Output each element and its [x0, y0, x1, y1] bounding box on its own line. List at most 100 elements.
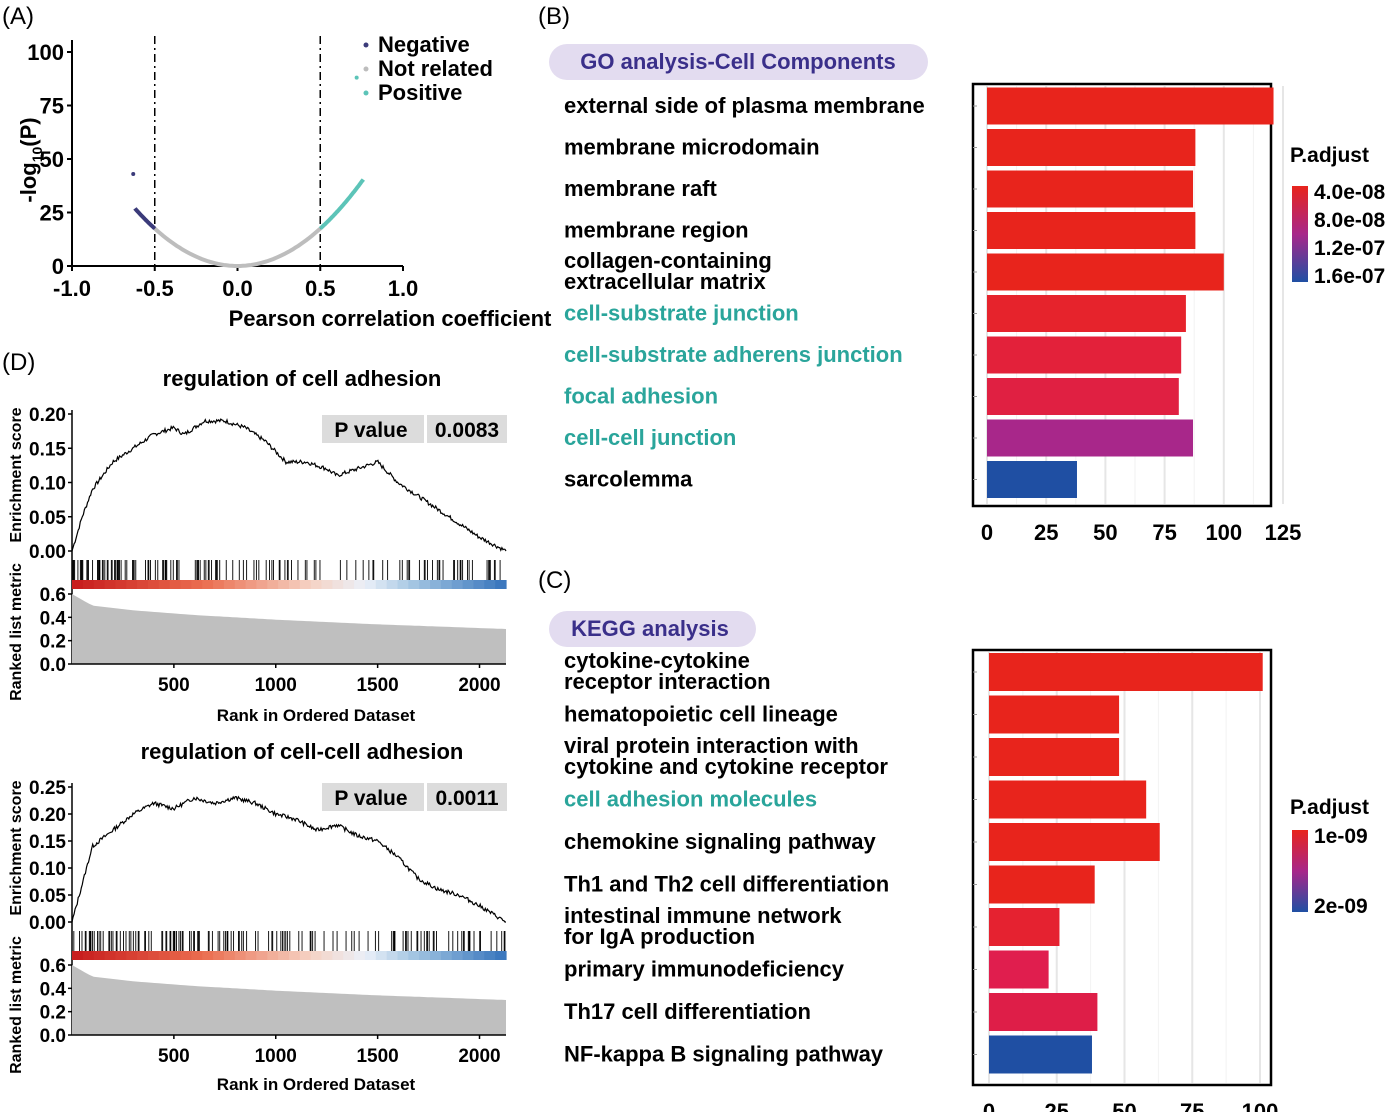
panelD2-rank-strip-cell: [202, 951, 214, 960]
panel-d2-pvalue-label: P value: [334, 787, 407, 810]
panelC-bar: [989, 993, 1098, 1031]
panelC-bar-label: NF-kappa B signaling pathway: [564, 1042, 884, 1067]
panelD1-rank-strip-cell: [93, 580, 106, 589]
panelD1-rank-strip-cell: [213, 580, 225, 589]
panelD2-rank-strip-cell: [213, 951, 225, 960]
panelD2-rank-strip-cell: [430, 951, 442, 960]
panelD1-rank-strip-cell: [82, 580, 95, 589]
panelD2-rank-strip-cell: [180, 951, 192, 960]
panelB-bar-label: sarcolemma: [564, 467, 693, 492]
panelD2-es-ytick-label: 0.00: [29, 913, 66, 934]
panelD1-xtick-label: 1000: [255, 675, 297, 696]
panelC-bar: [989, 738, 1120, 776]
panelC-bar-label-line: intestinal immune network: [564, 903, 842, 928]
panel-a-positive-points: [318, 178, 365, 231]
panel-d2-title: regulation of cell-cell adhesion: [141, 739, 464, 764]
panelD2-xtick-label: 2000: [458, 1046, 500, 1067]
panelD1-rank-ytick-label: 0.0: [40, 655, 66, 676]
panelB-colorbar-label: 4.0e-08: [1314, 181, 1386, 204]
panelC-bar-label: chemokine signaling pathway: [564, 829, 877, 854]
panelB-bar-label: membrane raft: [564, 176, 718, 201]
panel-c-kegg-bars: KEGG analysis P.adjust 0 25 50 75 100 cytokin…: [549, 611, 1369, 1112]
panelC-colorbar-label: 2e-09: [1314, 895, 1368, 918]
panelD1-rank-strip-cell: [451, 580, 464, 589]
panelD1-rank-strip-cell: [180, 580, 192, 589]
panelD2-rank-strip-cell: [462, 951, 475, 960]
panelD2-rank-strip-cell: [137, 951, 149, 960]
panelD1-rank-strip-cell: [72, 580, 84, 589]
panelD2-rank-strip-cell: [191, 951, 203, 960]
panelD1-rank-strip-cell: [364, 580, 377, 589]
panel-a-xtick-label: 0.5: [305, 276, 336, 301]
panelD1-es-ytick-label: 0.20: [29, 405, 66, 426]
panelC-bar: [989, 653, 1263, 691]
panelB-colorbar-label: 8.0e-08: [1314, 209, 1386, 232]
panelC-xtick-label: 25: [1045, 1099, 1069, 1112]
panelD1-rank-strip-cell: [375, 580, 388, 589]
panelD1-rank-strip-cell: [223, 580, 236, 589]
panelD1-rank-strip-cell: [419, 580, 431, 589]
panelB-bar-label-line: collagen-containing: [564, 248, 772, 273]
panelC-xtick-label: 100: [1242, 1099, 1279, 1112]
panelD1-rank-strip-cell: [343, 580, 355, 589]
panelB-bar-label: cell-substrate adherens junction: [564, 342, 903, 367]
panelB-xtick-label: 100: [1205, 520, 1242, 545]
panelD1-rank-strip-cell: [278, 580, 290, 589]
panelD1-rank-strip-cell: [115, 580, 127, 589]
panel-d1-pvalue-box: [427, 415, 507, 443]
panelD2-rank-strip-cell: [451, 951, 464, 960]
panelC-bar-label-line: cytokine-cytokine: [564, 648, 750, 673]
panel-a-ytick-label: 50: [40, 147, 64, 172]
panelD2-rank-strip-cell: [126, 951, 138, 960]
panelD2-rank-metric-area: [72, 965, 506, 1035]
panelB-colorbar-label: 1.6e-07: [1314, 265, 1385, 288]
panelD2-rank-strip-cell: [147, 951, 160, 960]
panelD2-xtick-label: 1500: [356, 1046, 398, 1067]
panelC-bar: [989, 695, 1120, 734]
panelD2-rank-strip-cell: [234, 951, 247, 960]
panelD1-rank-metric-area: [72, 594, 506, 664]
panelD1-rank-strip-cell: [234, 580, 247, 589]
panelB-xtick-label: 125: [1265, 520, 1302, 545]
panelD1-rank-strip-cell: [104, 580, 116, 589]
panelC-bar: [989, 780, 1147, 819]
panelD1-xtick-label: 2000: [458, 675, 500, 696]
panel-d1-xlabel: Rank in Ordered Dataset: [217, 706, 416, 725]
panelB-colorbar-label: 1.2e-07: [1314, 237, 1385, 260]
panelD1-rank-strip-cell: [408, 580, 420, 589]
panelD2-rank-strip-cell: [104, 951, 116, 960]
panelC-bar-label-line: cytokine and cytokine receptor: [564, 754, 888, 779]
panelD1-rank-strip-cell: [256, 580, 268, 589]
panel-d1-pvalue-label-box: [322, 415, 424, 443]
panelD2-rank-strip-cell: [93, 951, 106, 960]
panelD2-rank-strip-cell: [495, 951, 507, 960]
panelD2-rank-strip-cell: [169, 951, 182, 960]
panel-a-xtick-label: -1.0: [53, 276, 91, 301]
panelD2-rank-ytick-label: 0.2: [40, 1003, 66, 1024]
panelB-bar: [987, 336, 1182, 374]
panel-d-gsea-2: regulation of cell-cell adhesion P value…: [8, 739, 507, 1094]
panelB-bar: [987, 378, 1179, 415]
panelD2-rank-strip-cell: [289, 951, 301, 960]
panelD1-rank-strip-cell: [332, 580, 344, 589]
panel-a-ytick-label: 0: [52, 254, 64, 279]
panel-d1-ylabel-es: Enrichment score: [8, 407, 25, 542]
panel-a-negative-points: [133, 207, 157, 231]
panelD2-rank-strip-cell: [321, 951, 333, 960]
panel-label-d: (D): [2, 349, 35, 376]
panel-a-legend-marker: [363, 66, 369, 72]
panel-c-title: KEGG analysis: [571, 616, 729, 641]
panelD2-rank-strip-cell: [484, 951, 496, 960]
panel-a-ytick-label: 75: [40, 94, 64, 119]
panelD2-rank-strip-cell: [354, 951, 366, 960]
panelD1-rank-strip-cell: [473, 580, 485, 589]
panel-a-xtick-label: 0.0: [222, 276, 253, 301]
panelC-bar: [989, 865, 1095, 904]
panel-a-ylabel-main: -log: [16, 162, 41, 202]
panel-a-legend-label: Not related: [378, 56, 493, 81]
panel-a-xtick-label: 1.0: [388, 276, 419, 301]
panel-d-gsea-1: regulation of cell adhesion P value 0.00…: [8, 366, 507, 725]
panel-b-title: GO analysis-Cell Components: [580, 49, 895, 74]
panelD1-rank-strip-cell: [137, 580, 149, 589]
